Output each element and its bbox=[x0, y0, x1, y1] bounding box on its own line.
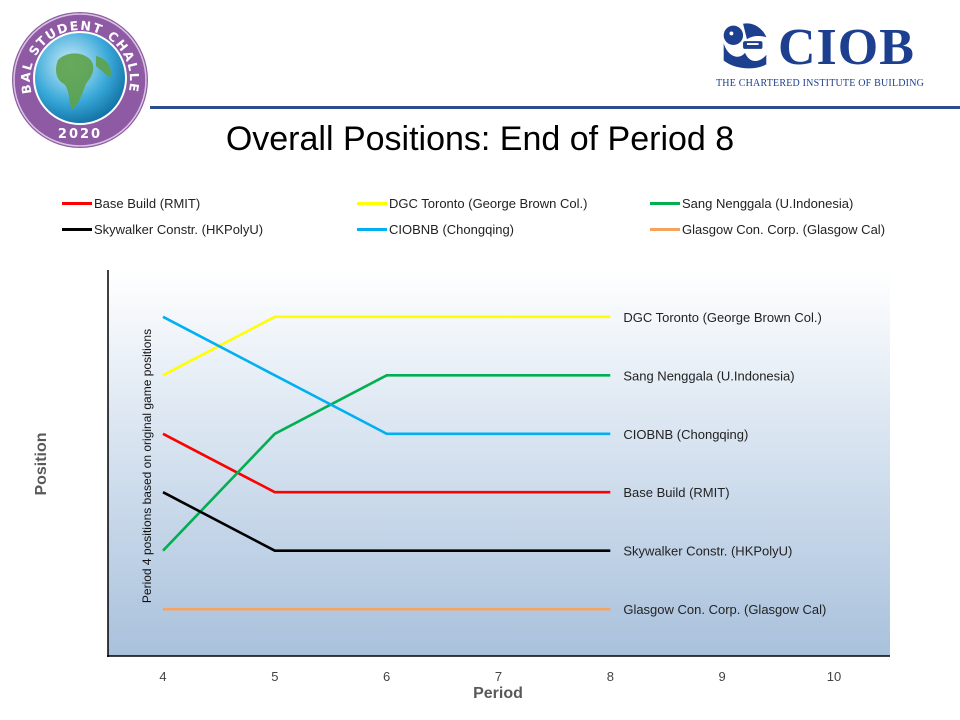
legend-label-2: Sang Nenggala (U.Indonesia) bbox=[682, 196, 854, 211]
plot-area bbox=[108, 270, 890, 656]
legend-swatch-3 bbox=[62, 228, 92, 232]
header-rule bbox=[150, 106, 960, 109]
legend-label-4: CIOBNB (Chongqing) bbox=[389, 222, 514, 237]
series-line-2 bbox=[162, 373, 611, 552]
period4-annotation-text: Period 4 positions based on original gam… bbox=[140, 328, 154, 604]
series-end-label-3: Skywalker Constr. (HKPolyU) bbox=[623, 544, 792, 559]
x-tick-label-6: 6 bbox=[383, 669, 390, 684]
global-student-challenge-logo: GLOBAL STUDENT CHALLENGE 2020 bbox=[10, 10, 148, 148]
ciob-logo-subtitle: THE CHARTERED INSTITUTE OF BUILDING bbox=[716, 78, 925, 89]
x-tick-label-9: 9 bbox=[719, 669, 726, 684]
x-tick-label-7: 7 bbox=[495, 669, 502, 684]
series-end-label-2: Sang Nenggala (U.Indonesia) bbox=[623, 368, 794, 383]
legend-label-3: Skywalker Constr. (HKPolyU) bbox=[94, 222, 264, 237]
legend-swatch-1 bbox=[357, 202, 387, 206]
legend-swatch-0 bbox=[62, 202, 92, 206]
x-tick-label-5: 5 bbox=[271, 669, 278, 684]
series-end-label-1: DGC Toronto (George Brown Col.) bbox=[623, 310, 821, 325]
series-line-4 bbox=[162, 315, 611, 436]
x-tick-label-4: 4 bbox=[159, 669, 166, 684]
legend-item-2: Sang Nenggala (U.Indonesia) bbox=[650, 195, 853, 213]
legend-item-3: Skywalker Constr. (HKPolyU) bbox=[62, 221, 263, 239]
series-end-label-0: Base Build (RMIT) bbox=[623, 485, 729, 500]
chart-title: Overall Positions: End of Period 8 bbox=[225, 120, 735, 158]
legend-label-1: DGC Toronto (George Brown Col.) bbox=[389, 196, 588, 211]
legend-item-5: Glasgow Con. Corp. (Glasgow Cal) bbox=[650, 221, 885, 239]
x-tick-label-8: 8 bbox=[607, 669, 614, 684]
ciob-logo-text: CIOB bbox=[778, 19, 915, 76]
x-tick-label-10: 10 bbox=[827, 669, 841, 684]
legend-swatch-5 bbox=[650, 228, 680, 232]
x-axis-label: Period bbox=[473, 685, 523, 702]
legend-item-1: DGC Toronto (George Brown Col.) bbox=[357, 195, 587, 213]
legend-label-0: Base Build (RMIT) bbox=[94, 196, 201, 211]
series-end-label-4: CIOBNB (Chongqing) bbox=[623, 427, 748, 442]
legend-swatch-4 bbox=[357, 228, 387, 232]
legend-swatch-2 bbox=[650, 202, 680, 206]
legend-item-4: CIOBNB (Chongqing) bbox=[357, 221, 514, 239]
badge-year: 2020 bbox=[58, 127, 102, 142]
ciob-crest-icon bbox=[723, 23, 767, 69]
y-axis-label-text: Position bbox=[33, 432, 50, 496]
legend-item-0: Base Build (RMIT) bbox=[62, 195, 200, 213]
series-end-label-5: Glasgow Con. Corp. (Glasgow Cal) bbox=[623, 602, 826, 617]
series-line-1 bbox=[162, 315, 611, 377]
legend-label-5: Glasgow Con. Corp. (Glasgow Cal) bbox=[682, 222, 886, 237]
series-line-3 bbox=[162, 491, 611, 553]
